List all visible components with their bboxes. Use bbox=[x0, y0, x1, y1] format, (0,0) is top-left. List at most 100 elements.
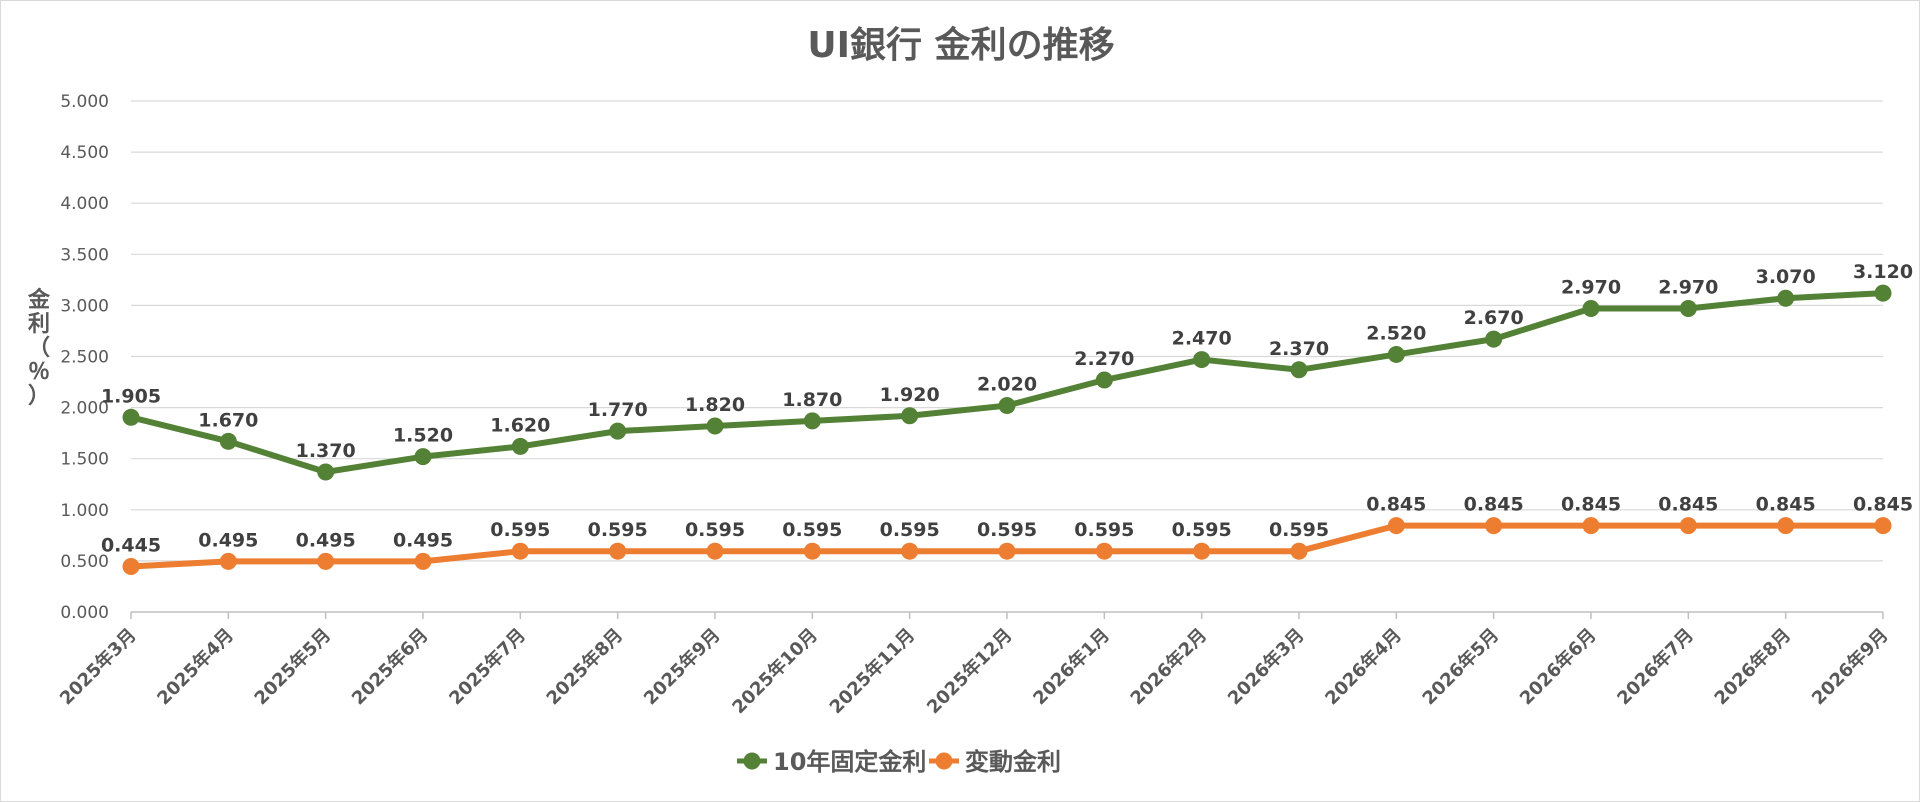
data-point bbox=[609, 422, 627, 440]
y-tick-label: 1.000 bbox=[60, 501, 109, 521]
data-point bbox=[414, 552, 432, 570]
data-point bbox=[1679, 299, 1697, 317]
x-tick-label: 2025年9月 bbox=[639, 624, 724, 709]
data-label: 1.620 bbox=[490, 414, 550, 436]
data-point bbox=[901, 542, 919, 560]
data-label: 1.905 bbox=[101, 385, 161, 407]
x-tick-label: 2025年4月 bbox=[153, 624, 238, 709]
data-label: 0.595 bbox=[685, 519, 745, 541]
data-label: 0.845 bbox=[1464, 494, 1524, 516]
data-point bbox=[1193, 542, 1211, 560]
x-tick-label: 2026年7月 bbox=[1613, 624, 1698, 709]
data-point bbox=[1874, 284, 1892, 302]
y-tick-label: 1.500 bbox=[60, 450, 109, 470]
x-tick-label: 2026年2月 bbox=[1126, 624, 1211, 709]
data-label: 0.845 bbox=[1561, 494, 1621, 516]
data-point bbox=[1777, 289, 1795, 307]
data-label: 0.845 bbox=[1658, 494, 1718, 516]
y-axis-label-char: 利 bbox=[28, 312, 50, 337]
data-point bbox=[414, 448, 432, 466]
data-point bbox=[609, 542, 627, 560]
data-point bbox=[1290, 542, 1308, 560]
data-point bbox=[122, 408, 140, 426]
y-axis-label-char: （ bbox=[28, 336, 50, 361]
x-tick-label: 2026年6月 bbox=[1515, 624, 1600, 709]
legend: 10年固定金利 変動金利 bbox=[737, 748, 1061, 776]
data-label: 0.495 bbox=[296, 529, 356, 551]
data-label: 0.595 bbox=[588, 519, 648, 541]
data-point bbox=[219, 552, 237, 570]
data-label: 0.495 bbox=[198, 529, 258, 551]
data-label: 0.595 bbox=[782, 519, 842, 541]
y-tick-label: 0.000 bbox=[60, 603, 109, 623]
data-point bbox=[1387, 345, 1405, 363]
data-point bbox=[1095, 542, 1113, 560]
x-tick-label: 2026年1月 bbox=[1029, 624, 1114, 709]
data-point bbox=[803, 412, 821, 430]
data-label: 2.020 bbox=[977, 374, 1037, 396]
x-tick-label: 2025年6月 bbox=[347, 624, 432, 709]
axes bbox=[130, 611, 1884, 619]
x-tick-label: 2026年9月 bbox=[1807, 624, 1892, 709]
data-point bbox=[317, 463, 335, 481]
y-tick-label: 3.000 bbox=[60, 296, 109, 316]
x-tick-label: 2025年7月 bbox=[445, 624, 530, 709]
data-label: 0.845 bbox=[1756, 494, 1816, 516]
x-tick-label: 2025年11月 bbox=[825, 624, 919, 718]
y-tick-label: 4.500 bbox=[60, 143, 109, 163]
data-label: 2.970 bbox=[1561, 276, 1621, 298]
chart-title: UI銀行 金利の推移 bbox=[807, 24, 1114, 66]
data-label: 0.595 bbox=[977, 519, 1037, 541]
series-variable bbox=[122, 517, 1892, 576]
data-point bbox=[511, 437, 529, 455]
data-point bbox=[1485, 517, 1503, 535]
x-tick-label: 2026年4月 bbox=[1321, 624, 1406, 709]
x-tick-label: 2026年5月 bbox=[1418, 624, 1503, 709]
data-point bbox=[1095, 371, 1113, 389]
data-point bbox=[1874, 517, 1892, 535]
data-point bbox=[706, 417, 724, 435]
data-label: 0.595 bbox=[1269, 519, 1329, 541]
data-label: 2.370 bbox=[1269, 338, 1329, 360]
data-label: 3.120 bbox=[1853, 261, 1913, 283]
x-tick-label: 2025年5月 bbox=[250, 624, 335, 709]
data-label: 0.845 bbox=[1853, 494, 1913, 516]
y-tick-label: 2.500 bbox=[60, 348, 109, 368]
data-point bbox=[122, 558, 140, 576]
data-label: 1.920 bbox=[880, 384, 940, 406]
x-axis-ticks: 2025年3月 2025年4月 2025年5月 2025年6月 2025年7月 2025年… bbox=[55, 624, 1892, 718]
series-fixed-10y bbox=[122, 284, 1892, 481]
legend-marker bbox=[935, 752, 953, 770]
data-label: 1.520 bbox=[393, 425, 453, 447]
data-label: 3.070 bbox=[1756, 266, 1816, 288]
data-labels: 1.905 1.670 1.370 1.520 1.620 1.770 1.820 1.870… bbox=[101, 261, 1913, 556]
data-point bbox=[803, 542, 821, 560]
data-point bbox=[1582, 299, 1600, 317]
data-point bbox=[1485, 330, 1503, 348]
y-tick-label: 4.000 bbox=[60, 194, 109, 214]
data-point bbox=[1193, 351, 1211, 369]
y-axis-label-char: ％ bbox=[28, 360, 50, 385]
x-tick-label: 2025年3月 bbox=[55, 624, 140, 709]
data-point bbox=[1290, 361, 1308, 379]
data-label: 0.595 bbox=[490, 519, 550, 541]
data-label: 0.445 bbox=[101, 535, 161, 557]
data-point bbox=[998, 397, 1016, 415]
data-point bbox=[317, 552, 335, 570]
data-label: 2.270 bbox=[1074, 348, 1134, 370]
legend-label: 10年固定金利 bbox=[773, 748, 926, 776]
data-label: 1.370 bbox=[296, 440, 356, 462]
data-label: 1.870 bbox=[782, 389, 842, 411]
data-label: 1.670 bbox=[198, 409, 258, 431]
data-point bbox=[998, 542, 1016, 560]
grid-lines bbox=[131, 100, 1883, 562]
y-tick-label: 0.500 bbox=[60, 552, 109, 572]
y-tick-label: 5.000 bbox=[60, 92, 109, 112]
data-label: 0.595 bbox=[880, 519, 940, 541]
data-label: 0.595 bbox=[1172, 519, 1232, 541]
legend-marker bbox=[743, 752, 761, 770]
legend-item: 10年固定金利 bbox=[737, 748, 926, 776]
data-point bbox=[706, 542, 724, 560]
